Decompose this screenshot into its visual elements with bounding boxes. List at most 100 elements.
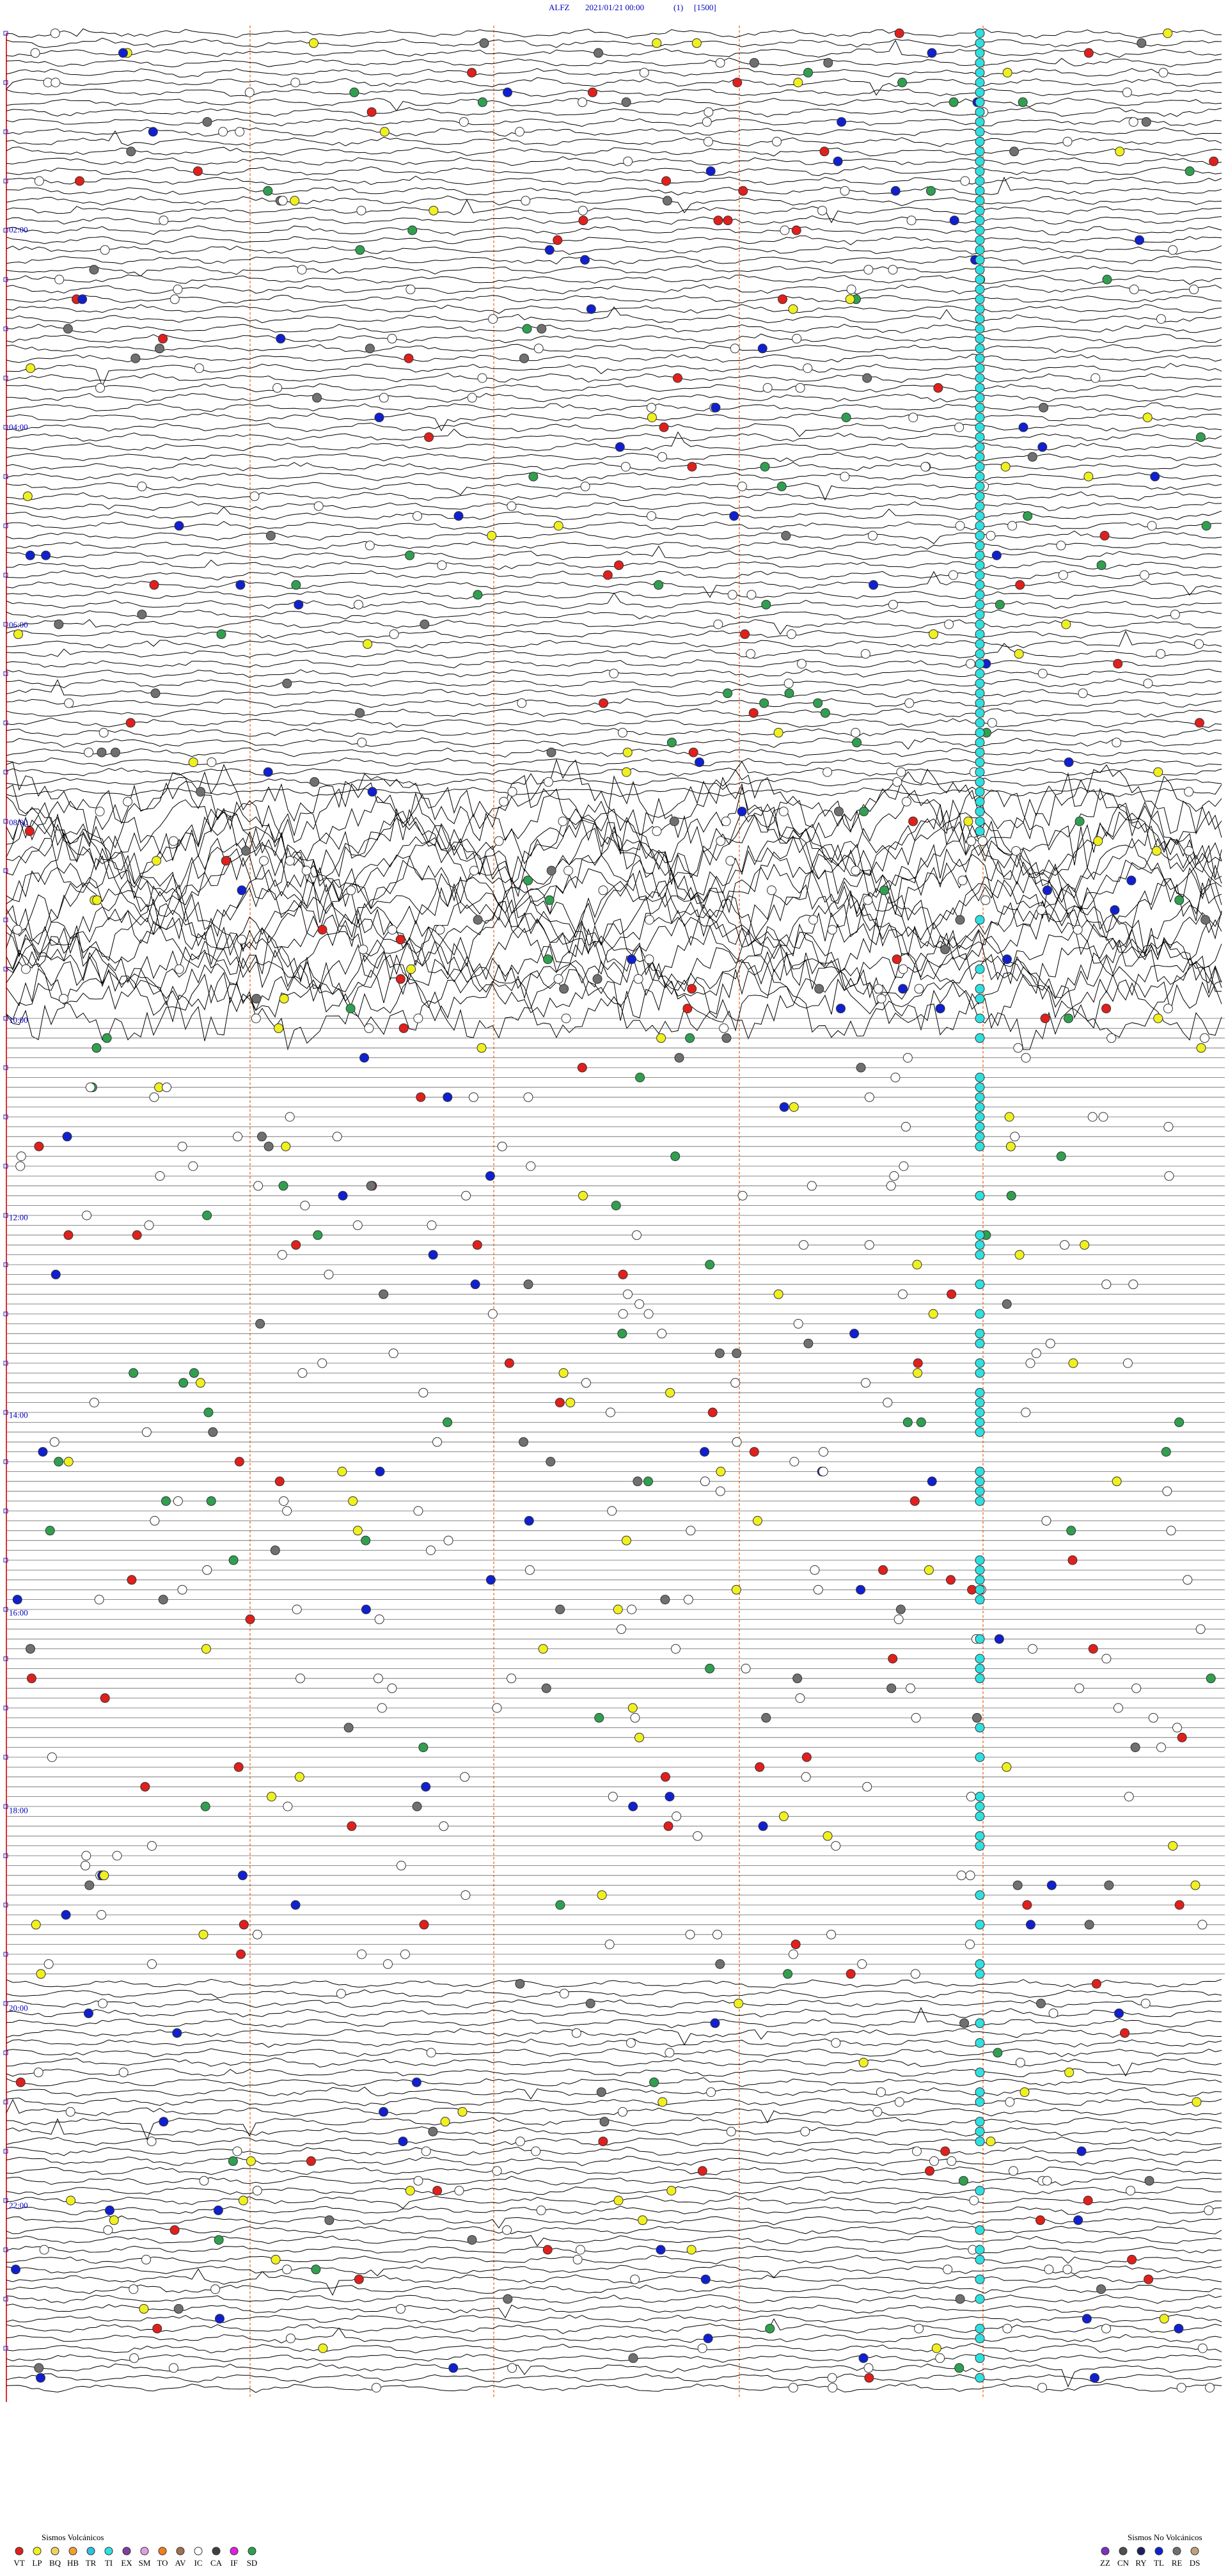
trace — [6, 2166, 1222, 2176]
trace — [6, 284, 1222, 295]
event — [975, 649, 985, 659]
event — [1008, 2166, 1018, 2176]
event — [379, 2106, 389, 2117]
line-tick — [3, 1311, 8, 1316]
event — [324, 1269, 334, 1279]
trace — [6, 472, 1222, 482]
legend-code: LP — [32, 2558, 42, 2568]
line-tick — [3, 1853, 8, 1858]
event — [617, 1329, 627, 1339]
event — [297, 265, 307, 275]
event — [1064, 1013, 1074, 1023]
event — [373, 1673, 383, 1684]
event — [543, 954, 553, 965]
event — [317, 924, 327, 935]
trace — [6, 786, 1222, 873]
line-tick — [3, 474, 8, 479]
event — [365, 541, 375, 551]
event — [597, 1890, 607, 1900]
trace — [6, 955, 1222, 1041]
trace — [6, 659, 1222, 668]
event — [894, 2097, 904, 2107]
event — [437, 560, 447, 571]
event — [507, 787, 517, 797]
legend-code: SM — [139, 2558, 151, 2568]
event — [1048, 2008, 1059, 2018]
event — [379, 127, 390, 137]
event — [1120, 2028, 1130, 2038]
event — [129, 2284, 139, 2295]
event — [1168, 245, 1178, 255]
trace — [6, 2008, 1222, 2018]
event — [894, 28, 904, 38]
event — [1044, 2264, 1054, 2275]
line-tick — [3, 622, 8, 627]
trace — [6, 857, 1222, 947]
event — [599, 698, 609, 708]
event — [355, 245, 365, 255]
time-label: 16:00 — [9, 1608, 28, 1618]
event — [74, 176, 84, 186]
event — [1170, 610, 1180, 620]
event — [358, 944, 368, 954]
event — [837, 117, 847, 127]
trace — [6, 2268, 1222, 2296]
event — [672, 1811, 682, 1821]
event — [459, 117, 469, 127]
legend-swatch — [158, 2547, 167, 2556]
event — [929, 629, 939, 639]
event — [559, 1989, 569, 1999]
event — [1113, 659, 1123, 669]
event — [34, 2363, 44, 2373]
event — [715, 58, 725, 68]
event — [80, 1860, 90, 1870]
trace — [6, 199, 1222, 223]
trace — [6, 38, 1222, 49]
event — [338, 1190, 348, 1201]
event — [586, 304, 596, 314]
event — [1083, 48, 1094, 58]
event — [955, 2294, 965, 2304]
event — [886, 1181, 896, 1191]
event — [84, 747, 94, 757]
event — [379, 1289, 389, 1299]
event — [1091, 1979, 1101, 1989]
legend-swatch — [15, 2547, 24, 2556]
event — [468, 1092, 478, 1102]
legend-code: IC — [194, 2558, 203, 2568]
trace — [6, 501, 1222, 511]
event — [1007, 521, 1018, 531]
date: 2021/01/21 00:00 — [585, 3, 644, 12]
event — [405, 2186, 415, 2196]
event — [1002, 68, 1012, 78]
event — [237, 935, 247, 945]
event — [975, 1920, 985, 1930]
event — [852, 738, 862, 748]
event — [975, 727, 985, 738]
event — [787, 629, 797, 639]
trace — [6, 818, 1222, 902]
event — [63, 1457, 74, 1467]
event — [994, 1634, 1004, 1644]
event — [141, 1427, 152, 1437]
event — [975, 471, 985, 482]
line-tick — [3, 1065, 8, 1070]
event — [975, 2334, 985, 2344]
event — [1184, 787, 1194, 797]
event — [1037, 668, 1048, 679]
trace — [6, 195, 1222, 214]
event — [893, 1614, 904, 1624]
event — [178, 1378, 189, 1388]
trace — [6, 333, 1222, 344]
event — [271, 2254, 281, 2264]
event — [833, 156, 843, 166]
event — [246, 2156, 256, 2166]
event — [1106, 1033, 1117, 1043]
event — [975, 186, 985, 196]
event — [279, 1496, 289, 1506]
event — [975, 993, 985, 1004]
event — [97, 747, 107, 757]
event — [1150, 471, 1160, 482]
event — [1056, 1151, 1066, 1162]
event — [975, 491, 985, 502]
